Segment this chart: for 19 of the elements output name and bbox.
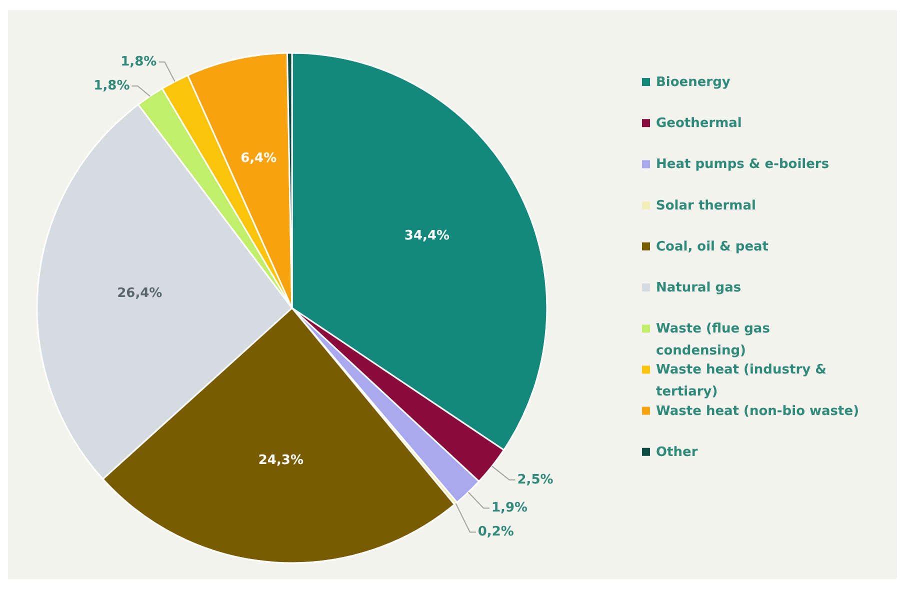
- legend-label: Waste (flue gas condensing): [656, 321, 770, 358]
- data-label: 34,4%: [404, 228, 450, 244]
- legend-label: Heat pumps & e-boilers: [656, 156, 830, 172]
- legend-label: Bioenergy: [656, 74, 731, 90]
- legend-label: Other: [656, 444, 698, 460]
- legend-label: Waste heat (non-bio waste): [656, 403, 860, 418]
- data-label: 6,4%: [240, 151, 277, 166]
- legend-label: Solar thermal: [656, 198, 756, 213]
- legend-label: Natural gas: [656, 280, 742, 296]
- data-label: 24,3%: [258, 453, 304, 468]
- legend-label: Waste heat (industry & tertiary): [656, 362, 826, 400]
- data-label: 1,8%: [94, 78, 130, 94]
- data-label: 1,9%: [492, 500, 528, 516]
- legend-label: Coal, oil & peat: [656, 238, 769, 254]
- data-label: 26,4%: [117, 286, 162, 302]
- legend-label: Geothermal: [656, 116, 742, 131]
- data-label: 2,5%: [517, 472, 554, 488]
- data-label: 1,8%: [120, 54, 157, 70]
- data-label: 0,2%: [478, 524, 514, 540]
